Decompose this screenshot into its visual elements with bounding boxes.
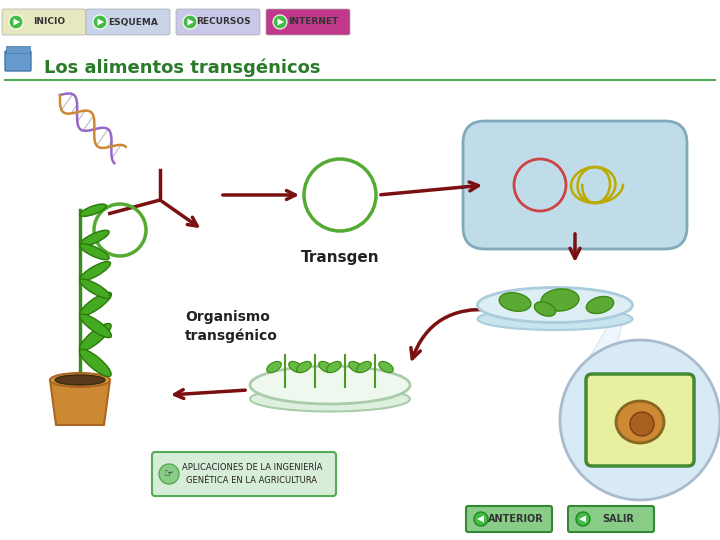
Ellipse shape <box>327 361 341 373</box>
Text: INTERNET: INTERNET <box>288 17 338 26</box>
Ellipse shape <box>79 349 111 376</box>
Text: APLICACIONES DE LA INGENIERÍA
GENÉTICA EN LA AGRICULTURA: APLICACIONES DE LA INGENIERÍA GENÉTICA E… <box>181 463 323 485</box>
Polygon shape <box>97 18 104 25</box>
Circle shape <box>93 15 107 29</box>
Ellipse shape <box>250 366 410 404</box>
Polygon shape <box>579 516 586 523</box>
Text: SALIR: SALIR <box>602 514 634 524</box>
Ellipse shape <box>297 361 311 373</box>
Text: ANTERIOR: ANTERIOR <box>488 514 544 524</box>
Circle shape <box>273 15 287 29</box>
FancyBboxPatch shape <box>86 9 170 35</box>
Ellipse shape <box>499 293 531 311</box>
Polygon shape <box>585 297 625 475</box>
FancyBboxPatch shape <box>6 46 30 53</box>
Ellipse shape <box>477 308 632 330</box>
FancyBboxPatch shape <box>466 506 552 532</box>
Polygon shape <box>14 18 20 25</box>
Polygon shape <box>477 516 484 523</box>
Text: Transgen: Transgen <box>301 250 379 265</box>
Ellipse shape <box>80 204 107 217</box>
Ellipse shape <box>80 261 110 281</box>
Ellipse shape <box>541 289 579 311</box>
FancyBboxPatch shape <box>266 9 350 35</box>
Ellipse shape <box>586 296 613 314</box>
FancyBboxPatch shape <box>152 452 336 496</box>
Ellipse shape <box>80 230 109 246</box>
Text: INICIO: INICIO <box>33 17 65 26</box>
Ellipse shape <box>534 302 556 316</box>
Ellipse shape <box>356 361 372 373</box>
Circle shape <box>9 15 23 29</box>
Polygon shape <box>277 18 284 25</box>
Circle shape <box>474 512 488 526</box>
Ellipse shape <box>289 361 303 373</box>
Circle shape <box>560 340 720 500</box>
FancyBboxPatch shape <box>568 506 654 532</box>
Ellipse shape <box>319 361 333 373</box>
Ellipse shape <box>80 244 109 260</box>
Circle shape <box>183 15 197 29</box>
FancyBboxPatch shape <box>2 9 86 35</box>
Circle shape <box>159 464 179 484</box>
Ellipse shape <box>477 287 632 322</box>
FancyBboxPatch shape <box>5 51 31 71</box>
Ellipse shape <box>79 323 111 351</box>
FancyBboxPatch shape <box>463 121 687 249</box>
Ellipse shape <box>50 373 110 387</box>
Circle shape <box>630 412 654 436</box>
FancyBboxPatch shape <box>176 9 260 35</box>
Text: ☞: ☞ <box>164 469 174 479</box>
Ellipse shape <box>266 361 282 373</box>
Ellipse shape <box>55 375 105 385</box>
Ellipse shape <box>616 401 664 443</box>
Ellipse shape <box>348 361 364 373</box>
Text: RECURSOS: RECURSOS <box>196 17 251 26</box>
Ellipse shape <box>379 361 393 373</box>
Text: Los alimentos transgénicos: Los alimentos transgénicos <box>44 59 320 77</box>
FancyBboxPatch shape <box>586 374 694 466</box>
Text: ESQUEMA: ESQUEMA <box>108 17 158 26</box>
Text: Organismo
transgénico: Organismo transgénico <box>185 310 278 343</box>
Ellipse shape <box>80 292 112 316</box>
Ellipse shape <box>80 279 110 299</box>
Ellipse shape <box>250 387 410 411</box>
Ellipse shape <box>80 314 112 338</box>
Polygon shape <box>187 18 194 25</box>
Circle shape <box>576 512 590 526</box>
Polygon shape <box>50 380 110 425</box>
